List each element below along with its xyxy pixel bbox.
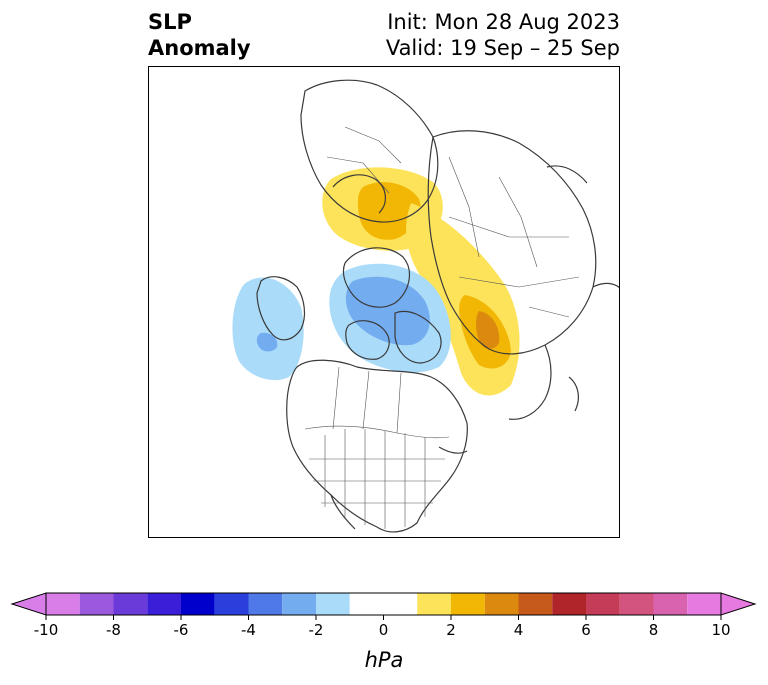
colorbar-tick-label: 2 <box>446 621 456 639</box>
title-slp: SLP <box>148 10 192 34</box>
colorbar-swatch <box>484 593 519 615</box>
colorbar-ticks: -10 -8 -6 -4 -2 0 2 4 6 8 10 <box>34 615 731 639</box>
colorbar-max-extend-triangle <box>720 592 757 616</box>
colorbar-unit-label: hPa <box>365 648 404 672</box>
positive-anomaly-siberia-core <box>476 311 500 349</box>
init-date: Init: Mon 28 Aug 2023 <box>387 10 620 34</box>
map-panel <box>148 66 620 538</box>
map-title: SLP Anomaly <box>148 9 251 61</box>
colorbar-swatch <box>518 593 553 615</box>
colorbar-swatch <box>586 593 620 615</box>
colorbar-tick-label: 0 <box>379 621 389 639</box>
political-borders <box>304 126 580 529</box>
coastlines <box>256 79 619 533</box>
colorbar-swatch <box>316 593 350 615</box>
colorbar-swatch <box>349 593 418 615</box>
colorbar-swatch <box>417 593 451 615</box>
colorbar-swatch <box>653 593 688 615</box>
colorbar-swatch <box>46 593 80 615</box>
map-canvas <box>232 79 619 533</box>
colorbar-swatch <box>79 593 114 615</box>
anomaly-shading <box>232 167 520 396</box>
us-canada-border <box>304 425 450 439</box>
colorbar-swatch <box>113 593 148 615</box>
colorbar-swatch <box>619 593 654 615</box>
colorbar-swatch <box>248 593 283 615</box>
colorbar-tick-label: 10 <box>711 621 730 639</box>
colorbar-swatch <box>552 593 586 615</box>
alaska-outline <box>256 276 306 341</box>
asia-east-coast <box>508 344 552 420</box>
map-dates: Init: Mon 28 Aug 2023 Valid: 19 Sep – 25… <box>386 9 620 61</box>
colorbar: -10 -8 -6 -4 -2 0 2 4 6 8 10 hPa <box>10 592 757 672</box>
colorbar-swatch <box>181 593 215 615</box>
valid-range: Valid: 19 Sep – 25 Sep <box>385 36 620 60</box>
europe-outline <box>300 79 439 223</box>
colorbar-swatches <box>46 593 721 615</box>
north-america-outline <box>286 359 468 533</box>
greenland-outline <box>342 247 411 308</box>
colorbar-swatch <box>282 593 316 615</box>
colorbar-swatch <box>451 593 485 615</box>
colorbar-tick-label: -2 <box>309 621 324 639</box>
russia-outline <box>427 130 597 355</box>
colorbar-tick-label: -4 <box>241 621 256 639</box>
colorbar-min-extend-triangle <box>10 592 47 616</box>
colorbar-tick-label: 4 <box>514 621 524 639</box>
colorbar-tick-label: -10 <box>34 621 59 639</box>
colorbar-tick-label: 6 <box>581 621 591 639</box>
title-anomaly: Anomaly <box>148 36 251 60</box>
colorbar-tick-label: -6 <box>174 621 189 639</box>
positive-anomaly-scandinavia-core <box>357 182 421 240</box>
negative-anomaly-arctic-core <box>345 276 430 346</box>
colorbar-swatch <box>687 593 721 615</box>
colorbar-swatch <box>214 593 249 615</box>
colorbar-tick-label: 8 <box>649 621 659 639</box>
canadian-archipelago <box>345 320 390 360</box>
negative-anomaly-pacific-core <box>256 332 278 352</box>
colorbar-tick-label: -8 <box>106 621 121 639</box>
colorbar-swatch <box>147 593 181 615</box>
